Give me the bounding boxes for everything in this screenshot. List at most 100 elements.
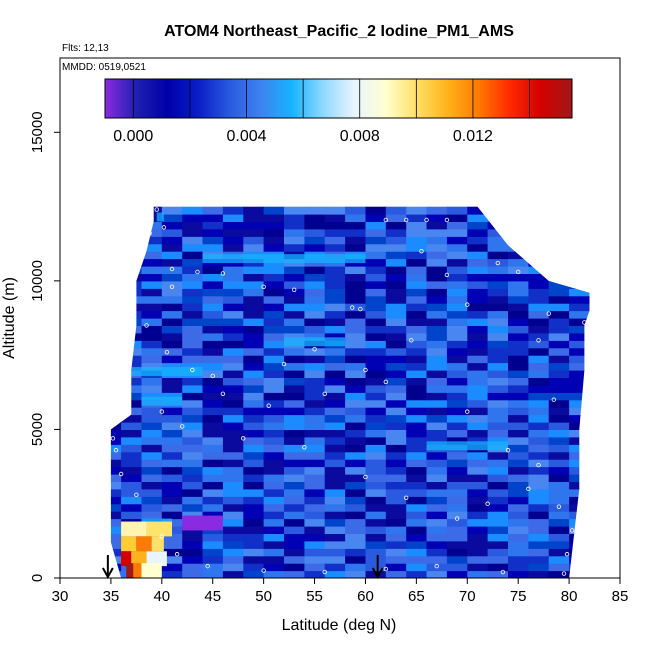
heatmap-cell xyxy=(345,451,367,460)
heatmap-cell xyxy=(324,303,346,312)
heatmap-cell xyxy=(528,340,550,349)
x-tick-label: 70 xyxy=(459,588,476,605)
heatmap-cell xyxy=(161,533,183,542)
sample-point xyxy=(118,471,124,477)
heatmap-cell xyxy=(110,488,122,497)
heatmap-cell xyxy=(324,355,346,364)
heatmap-cell xyxy=(426,436,448,445)
heatmap-cell xyxy=(406,548,428,557)
heatmap-cell xyxy=(284,518,305,527)
heatmap-cell xyxy=(446,392,468,401)
heatmap-cell xyxy=(304,526,326,534)
heatmap-cell xyxy=(446,533,468,542)
heatmap-cell xyxy=(121,236,143,245)
heatmap-cell xyxy=(182,481,204,490)
heatmap-cell xyxy=(222,540,244,549)
heatmap-cell xyxy=(365,548,387,557)
heatmap-cell xyxy=(222,295,244,304)
heatmap-cell xyxy=(110,318,122,326)
heatmap-cell xyxy=(110,236,122,245)
heatmap-cell xyxy=(345,503,367,512)
heatmap-cell xyxy=(487,243,509,252)
heatmap-cell xyxy=(284,414,305,423)
heatmap-cell xyxy=(467,280,489,289)
heatmap-cell xyxy=(182,414,204,423)
heatmap-cell xyxy=(324,325,346,334)
heatmap-cell xyxy=(222,384,244,393)
heatmap-cell xyxy=(508,377,529,386)
sample-point xyxy=(465,409,470,414)
heatmap-cell xyxy=(263,355,285,364)
heatmap-cell xyxy=(528,370,550,378)
heatmap-cell xyxy=(467,414,489,423)
heatmap-cell xyxy=(222,518,244,527)
heatmap-cell xyxy=(548,459,570,468)
heatmap-cell xyxy=(182,251,204,260)
heatmap-cell xyxy=(284,325,305,334)
heatmap-cell xyxy=(324,488,346,497)
heatmap-cell xyxy=(131,551,147,567)
heatmap-cell xyxy=(548,273,570,282)
heatmap-cell xyxy=(222,422,244,430)
heatmap-cell xyxy=(222,511,244,520)
heatmap-cell xyxy=(324,563,346,572)
heatmap-cell xyxy=(467,526,489,534)
colorbar: 0.000 0.004 0.008 0.012 xyxy=(104,78,573,145)
heatmap-cell xyxy=(467,206,489,215)
heatmap-cell xyxy=(487,221,509,230)
heatmap-cell xyxy=(508,355,529,364)
heatmap-cell xyxy=(426,362,448,371)
heatmap-cell xyxy=(263,570,285,578)
heatmap-cell xyxy=(304,236,326,245)
heatmap-cell xyxy=(385,496,407,505)
heatmap-cell xyxy=(222,474,244,482)
heatmap-cell xyxy=(110,377,122,386)
heatmap-cell xyxy=(406,466,428,475)
heatmap-cell xyxy=(202,362,224,371)
heatmap-cell xyxy=(365,362,387,371)
heatmap-cell xyxy=(345,236,367,245)
heatmap-cell xyxy=(263,436,285,445)
heatmap-cell xyxy=(324,288,346,297)
heatmap-cell xyxy=(222,236,244,245)
sample-point xyxy=(205,563,210,569)
heatmap-cell xyxy=(222,399,244,408)
heatmap-cell xyxy=(528,318,550,326)
heatmap-cell xyxy=(365,303,387,312)
heatmap-cell xyxy=(222,303,244,312)
heatmap-cell xyxy=(446,288,468,297)
heatmap-cell xyxy=(202,355,224,364)
heatmap-cell xyxy=(161,503,183,512)
heatmap-cell xyxy=(304,563,326,572)
heatmap-cell xyxy=(243,444,265,453)
sample-point xyxy=(495,260,501,266)
heatmap-cell xyxy=(487,429,509,438)
x-tick-label: 80 xyxy=(561,588,578,605)
heatmap-cell xyxy=(304,206,326,215)
heatmap-cell xyxy=(569,318,590,326)
heatmap-cell xyxy=(426,555,448,564)
heatmap-cell xyxy=(508,280,529,289)
heatmap-cell xyxy=(161,436,183,445)
heatmap-cell xyxy=(487,251,509,260)
heatmap-cell xyxy=(467,518,489,527)
heatmap-cell xyxy=(304,555,326,564)
heatmap-cell xyxy=(243,206,265,215)
heatmap-cell xyxy=(243,355,265,364)
heatmap-cell xyxy=(121,511,143,520)
heatmap-cell xyxy=(202,347,224,356)
heatmap-cell xyxy=(182,258,204,267)
heatmap-cell xyxy=(243,540,265,549)
heatmap-cell xyxy=(487,392,509,401)
heatmap-cell xyxy=(446,221,468,230)
heatmap-cell xyxy=(263,466,285,475)
heatmap-cell xyxy=(324,436,346,445)
sample-point xyxy=(383,379,389,385)
heatmap-cell xyxy=(110,362,122,371)
heatmap-cell xyxy=(446,422,468,430)
heatmap-cell xyxy=(222,444,244,453)
heatmap-cell xyxy=(487,206,509,215)
heatmap-cell xyxy=(304,548,326,557)
heatmap-cell xyxy=(110,228,122,237)
heatmap-cell xyxy=(345,295,367,304)
